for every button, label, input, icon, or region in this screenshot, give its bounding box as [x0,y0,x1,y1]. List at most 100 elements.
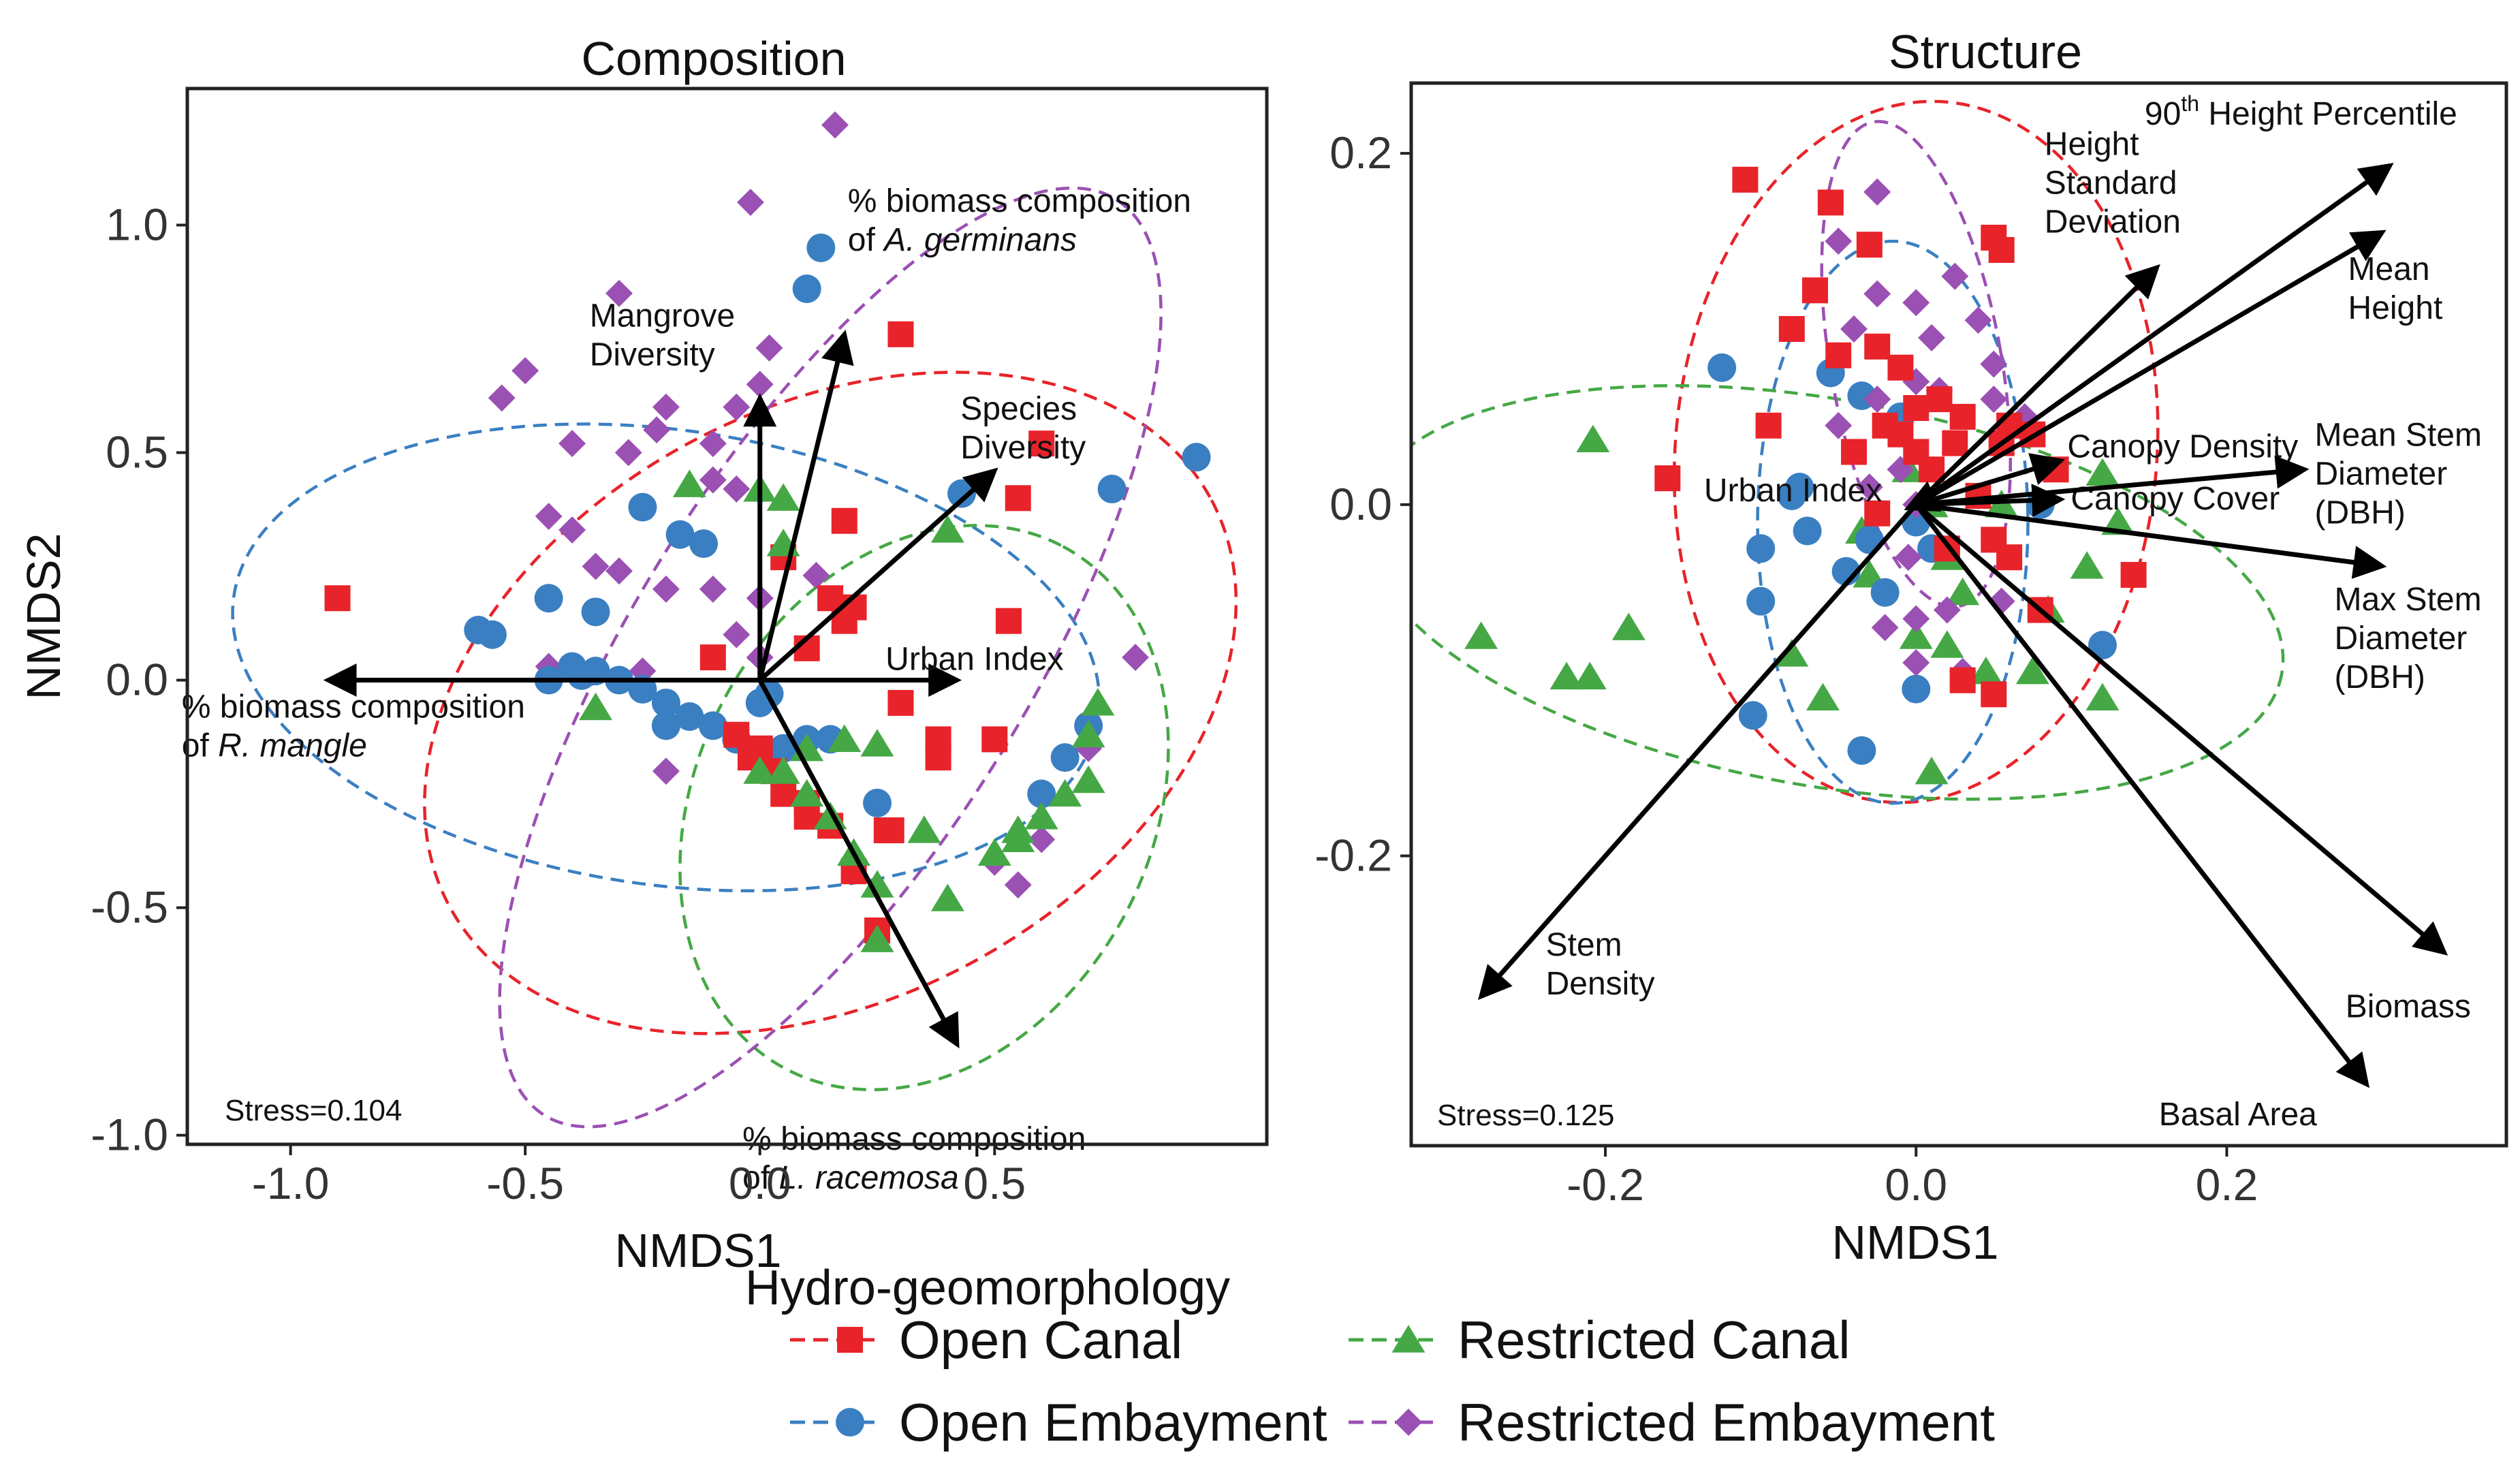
point-open-canal [1856,232,1883,258]
vector-label-height-standard-deviation: Height Standard Deviation [2045,127,2181,240]
vector-label-biomass-composition-of-a-germinans: % biomass composition of A. germinans [848,183,1191,258]
point-open-canal [1005,485,1031,512]
legend-label: Open Embayment [899,1392,1327,1452]
point-restricted-canal [2015,656,2049,685]
vector-label-biomass: Biomass [2346,988,2471,1024]
composition-vectors: Mangrove Diversity % biomass composition of… [182,183,1191,1196]
legend: Hydro-geomorphology Open Canal Restricted… [745,1261,1995,1452]
point-restricted-canal [1048,779,1082,807]
legend-item-open-canal: Open Canal [790,1310,1182,1370]
point-restricted-canal [860,924,894,952]
point-restricted-canal [1071,719,1105,748]
point-restricted-embayment [558,516,586,544]
x-tick-label: 0.0 [729,1158,791,1208]
point-restricted-canal [1611,612,1645,640]
composition-x-axis-title: NMDS1 [614,1224,781,1277]
point-restricted-embayment [1028,826,1056,853]
point-restricted-canal [1001,815,1035,843]
ellipse-open-embayment [1756,239,2030,805]
structure-x-axis-title: NMDS1 [1831,1216,1998,1269]
vector-biomass [1915,503,2448,956]
structure-plot-frame [1409,81,2508,1148]
point-restricted-canal [1946,577,1980,606]
vector-height-standard-deviation [1914,264,2160,507]
point-restricted-embayment [821,111,849,139]
point-restricted-canal [1464,621,1498,649]
vector-label-urban-index: Urban Index [1704,473,1883,509]
point-open-canal [1903,439,1930,465]
structure-title: Structure [1889,25,2082,78]
point-open-canal [995,608,1022,634]
y-tick-label: -1.0 [91,1110,168,1160]
point-restricted-embayment [699,466,727,494]
vector-stem-density [1478,503,1918,1001]
point-open-canal [1864,500,1891,527]
point-open-embayment [1902,674,1931,704]
vector-label-species-diversity: Species Diversity [960,391,1086,466]
point-restricted-canal [766,756,800,784]
point-restricted-embayment [629,657,657,685]
point-open-canal [1926,386,1953,413]
point-restricted-canal [790,779,824,807]
point-open-embayment [2088,631,2117,660]
x-tick-label: -1.0 [252,1158,330,1208]
point-restricted-embayment [605,557,633,585]
point-open-canal [1996,544,2023,571]
point-open-embayment [675,702,704,731]
point-restricted-embayment [802,561,830,589]
structure-axis-ticks: -0.2 0.0 0.2 -0.2 0.0 0.2 [1314,127,2258,1210]
point-restricted-embayment [737,189,764,216]
point-open-canal [793,803,820,830]
point-restricted-embayment [723,621,751,648]
composition-title: Composition [581,32,846,85]
x-tick-label: 0.5 [963,1158,1026,1208]
point-open-embayment [792,274,821,303]
point-restricted-embayment [582,552,610,580]
point-open-canal [723,721,750,748]
vector-label-stem-density: Stem Density [1546,927,1655,1002]
composition-axis-ticks: -1.0 -0.5 0.0 0.5 -1.0 -0.5 0.0 0.5 1.0 [91,199,1026,1208]
point-restricted-canal [2085,458,2120,486]
point-open-embayment [1738,701,1767,730]
point-open-embayment [1847,736,1876,765]
point-open-embayment [1050,743,1080,772]
x-tick-label: -0.5 [486,1158,564,1208]
vector-urban-index [1904,481,1942,512]
x-tick-label: 0.2 [2196,1159,2258,1210]
point-open-embayment [1027,779,1056,809]
point-restricted-embayment [1122,644,1149,672]
point-open-embayment [477,620,507,649]
point-open-embayment [1855,525,1884,554]
y-tick-label: -0.2 [1314,830,1392,881]
point-open-canal [1949,667,1976,693]
point-restricted-canal [1899,621,1933,649]
point-restricted-canal [1806,683,1840,711]
ellipse-open-canal [423,371,1238,1035]
point-restricted-embayment [1004,871,1032,899]
point-restricted-canal [2085,683,2120,711]
point-open-canal [770,781,797,807]
legend-title: Hydro-geomorphology [745,1261,1230,1315]
x-tick-label: 0.0 [1885,1159,1947,1210]
point-restricted-embayment [614,439,642,467]
y-tick-label: 0.0 [1329,479,1392,529]
composition-points [324,111,1211,952]
vector-mean-stem-diameter-dbh [1915,455,2310,507]
y-tick-label: 0.2 [1329,127,1392,178]
point-restricted-embayment [1980,386,2008,413]
vector-label-mangrove-diversity: Mangrove Diversity [590,298,735,373]
x-tick-label: -0.2 [1566,1159,1644,1210]
ellipse-restricted-canal [678,524,1170,1092]
point-open-canal [887,689,914,716]
vector-label-max-stem-diameter-dbh: Max Stem Diameter (DBH) [2335,582,2482,695]
point-restricted-canal [579,692,613,721]
point-open-embayment [1097,474,1127,503]
point-restricted-embayment [1902,648,1930,676]
point-restricted-embayment [1863,386,1891,413]
point-open-canal [1817,189,1844,216]
vector-mean-height [1915,230,2387,507]
vector-label-mean-stem-diameter-dbh: Mean Stem Diameter (DBH) [2314,417,2481,531]
vector-label-canopy-density: Canopy Density [2067,428,2298,465]
point-restricted-embayment [535,503,563,530]
